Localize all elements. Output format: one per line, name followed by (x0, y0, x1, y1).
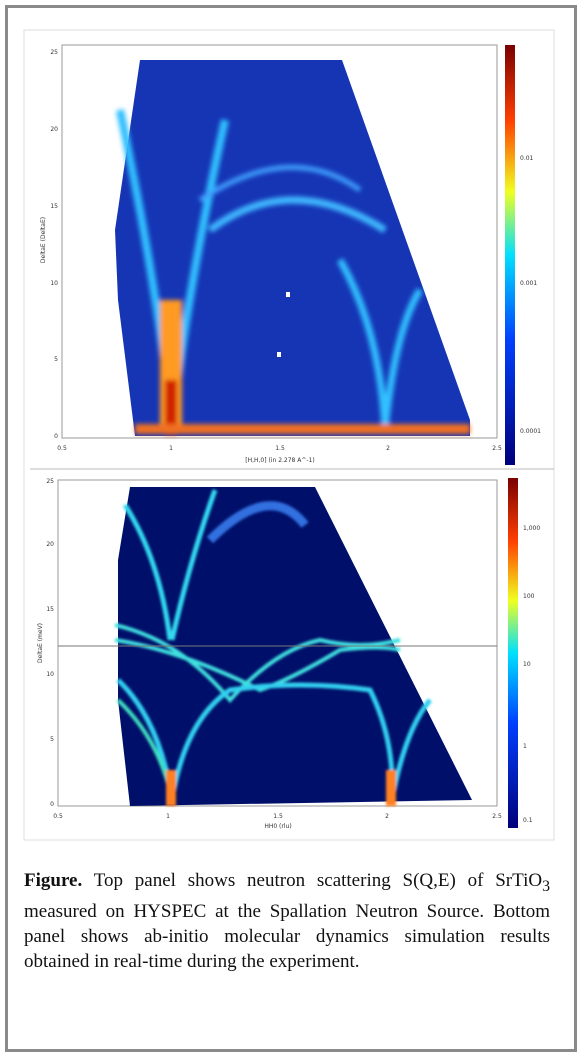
x-tick-label: 1 (166, 813, 170, 820)
caption-subscript: 3 (542, 877, 550, 895)
y-tick-label: 15 (50, 203, 58, 210)
x-tick-label: 2.5 (492, 813, 502, 820)
y-axis-label: DeltaE (meV) (37, 623, 44, 663)
colorbar (508, 478, 518, 828)
x-tick-label: 1.5 (275, 445, 285, 452)
colorbar-tick-label: 0.001 (520, 280, 537, 287)
x-tick-label: 0.5 (53, 813, 63, 820)
heatmap-features (116, 109, 470, 435)
caption-label: Figure. (24, 870, 83, 891)
x-tick-label: 1 (169, 445, 173, 452)
colorbar-tick-label: 10 (523, 661, 531, 668)
colorbar-tick-label: 0.01 (520, 155, 534, 162)
y-tick-label: 10 (46, 671, 54, 678)
y-tick-label: 0 (50, 801, 54, 808)
colorbar-tick-label: 1,000 (523, 525, 540, 532)
y-tick-label: 0 (54, 433, 58, 440)
y-tick-label: 20 (50, 126, 58, 133)
y-tick-label: 5 (50, 736, 54, 743)
caption-text: Top panel shows neutron scattering S(Q,E… (93, 870, 543, 891)
x-axis-label: [H,H,0] (in 2.278 A^-1) (245, 457, 315, 464)
top-panel: DeltaE (DeltaE) [H,H,0] (in 2.278 A^-1) … (40, 44, 541, 465)
gap (277, 352, 281, 357)
x-tick-label: 2 (386, 445, 390, 452)
colorbar-tick-label: 0.1 (523, 817, 533, 824)
y-axis-label: DeltaE (DeltaE) (40, 217, 47, 263)
y-tick-label: 25 (46, 478, 54, 485)
bottom-panel: DeltaE (meV) HH0 (rlu) 0 5 10 15 20 25 0… (37, 478, 540, 830)
colorbar (505, 45, 515, 465)
y-tick-label: 5 (54, 356, 58, 363)
colorbar-tick-label: 1 (523, 743, 527, 750)
heatmap-features (114, 489, 432, 806)
x-axis-label: HH0 (rlu) (264, 823, 291, 830)
caption-text: measured on HYSPEC at the Spallation Neu… (24, 900, 550, 972)
x-tick-label: 2.5 (492, 445, 502, 452)
y-tick-label: 15 (46, 606, 54, 613)
caption: Figure. Top panel shows neutron scatteri… (24, 868, 550, 974)
x-tick-label: 0.5 (57, 445, 67, 452)
y-tick-label: 20 (46, 541, 54, 548)
colorbar-tick-label: 100 (523, 593, 535, 600)
figure: DeltaE (DeltaE) [H,H,0] (in 2.278 A^-1) … (23, 29, 555, 841)
heatmap (115, 60, 470, 436)
y-tick-label: 25 (50, 49, 58, 56)
y-tick-label: 10 (50, 280, 58, 287)
colorbar-tick-label: 0.0001 (520, 428, 541, 435)
figure-border (23, 29, 555, 841)
x-tick-label: 2 (385, 813, 389, 820)
gap (286, 292, 290, 297)
x-tick-label: 1.5 (273, 813, 283, 820)
